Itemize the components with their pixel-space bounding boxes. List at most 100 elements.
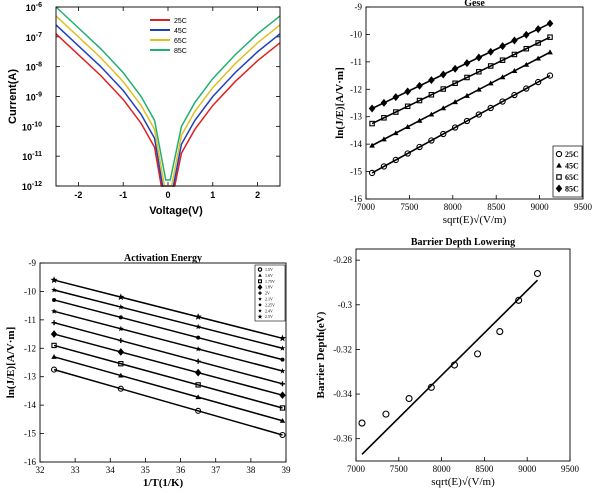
barrier-y-tick-label: -0.36 (333, 434, 352, 444)
activation-y-tick-label: -11 (24, 315, 36, 325)
iv-y-tick-label: 10-9 (26, 92, 42, 103)
activation-fit-line-2V (53, 321, 283, 385)
gese-point-25C (392, 156, 399, 164)
gese-point-25C (475, 111, 482, 118)
gese-point-85C (546, 19, 554, 28)
barrier-y-tick-label: -0.34 (333, 389, 352, 399)
gese-point-45C (547, 49, 553, 55)
gese-point-65C (416, 97, 423, 104)
gese-point-85C (522, 30, 530, 39)
barrier-x-axis-label: sqrt(E)√(V/m) (431, 476, 495, 488)
activation-legend-label: 1.5V (265, 267, 273, 272)
activation-point-2V (279, 381, 285, 387)
gese-point-45C (440, 105, 447, 111)
barrier-point (450, 361, 458, 369)
gese-chart: Gese 7000 7500 8000 8500 9000 9500 -16 -15 -14 -13… (334, 0, 593, 226)
gese-y-tick-label: -10 (350, 29, 362, 39)
activation-legend-marker (258, 308, 262, 313)
barrier-point (515, 296, 523, 304)
gese-point-25C (463, 117, 471, 125)
activation-legend-marker (258, 303, 262, 307)
activation-x-tick-label: 38 (246, 465, 256, 475)
iv-y-axis-label: Current(A) (7, 69, 19, 124)
gese-point-85C (463, 59, 471, 68)
gese-y-tick-label: -12 (350, 84, 362, 94)
activation-y-axis-label: ln(J/E)[A/V·m] (5, 327, 17, 399)
iv-y-tick-label: 10-8 (26, 62, 42, 73)
gese-point-85C (416, 81, 423, 90)
activation-legend-label: 1.75V (265, 279, 275, 284)
iv-y-tick-label: 10-10 (22, 121, 42, 132)
activation-y-tick-label: -14 (24, 400, 36, 410)
gese-point-25C (546, 72, 554, 79)
activation-point-1.6V (118, 372, 124, 378)
activation-legend-label: 2.4V (265, 308, 273, 313)
activation-point-2.4V (117, 304, 124, 310)
activation-legend-marker (257, 314, 263, 319)
gese-point-25C (535, 78, 542, 86)
gese-legend-marker (555, 150, 563, 158)
gese-point-85C (380, 98, 388, 107)
iv-legend-label: 25C (174, 18, 187, 25)
activation-point-1.5V (279, 431, 286, 439)
gese-x-tick-label: 9500 (574, 202, 593, 212)
iv-chart: -2 -1 0 1 2 10-12 10-11 10-10 10-9 10-8 10-7 10-6 25… (7, 2, 281, 217)
gese-x-tick-label: 9000 (531, 202, 550, 212)
gese-point-85C (428, 76, 435, 85)
gese-point-65C (535, 40, 541, 46)
activation-point-1.8V (194, 368, 202, 377)
activation-point-2V (51, 320, 57, 326)
activation-legend-marker (257, 267, 263, 272)
iv-legend-label: 65C (174, 38, 187, 45)
gese-x-tick-label: 8500 (487, 202, 506, 212)
barrier-x-tick-label: 9500 (561, 464, 580, 474)
gese-point-85C (404, 87, 411, 96)
gese-point-85C (511, 36, 518, 45)
barrier-fit-line (361, 279, 539, 455)
gese-point-65C (428, 92, 435, 98)
gese-point-45C (369, 142, 375, 148)
activation-point-1.6V (279, 418, 286, 423)
iv-x-tick-label: -2 (74, 190, 82, 200)
gese-point-85C (439, 70, 447, 79)
gese-point-45C (535, 55, 542, 61)
iv-y-tick-label: 10-6 (26, 2, 42, 13)
activation-legend-label: 2.5V (265, 314, 273, 319)
gese-y-tick-label: -13 (350, 112, 362, 122)
gese-point-65C (404, 103, 411, 110)
iv-x-tick-label: 2 (255, 190, 260, 200)
gese-point-65C (511, 51, 518, 58)
activation-x-tick-label: 39 (282, 465, 292, 475)
barrier-point (427, 383, 435, 391)
gese-point-45C (511, 68, 518, 73)
barrier-point (496, 328, 504, 336)
activation-fit-line-1.8V (53, 333, 283, 396)
activation-x-tick-label: 36 (176, 465, 186, 475)
gese-point-25C (511, 91, 518, 99)
iv-plot-frame (55, 6, 281, 187)
gese-point-25C (451, 124, 459, 131)
gese-fit-line-65C (371, 36, 551, 125)
activation-x-tick-label: 32 (36, 465, 45, 475)
activation-title: Activation Energy (124, 253, 202, 264)
activation-fit-line-2.1V (53, 310, 283, 372)
iv-x-tick-label: 1 (210, 190, 215, 200)
gese-point-45C (404, 124, 411, 129)
gese-title: Gese (464, 0, 485, 9)
activation-point-2.1V (51, 308, 57, 314)
gese-point-85C (368, 104, 376, 113)
barrier-y-tick-label: -0.28 (333, 255, 352, 265)
activation-point-1.8V (279, 391, 286, 400)
barrier-point (382, 410, 390, 418)
activation-point-1.75V (118, 361, 124, 367)
activation-point-2.5V (117, 293, 125, 301)
gese-point-25C (499, 98, 506, 105)
activation-point-1.75V (51, 342, 57, 349)
barrier-point (405, 394, 413, 403)
barrier-point (533, 269, 542, 278)
iv-x-tick-label: -1 (119, 190, 127, 200)
gese-legend-label: 85C (565, 185, 579, 194)
barrier-point (474, 350, 482, 358)
activation-point-1.8V (50, 330, 58, 338)
gese-point-85C (392, 93, 400, 102)
